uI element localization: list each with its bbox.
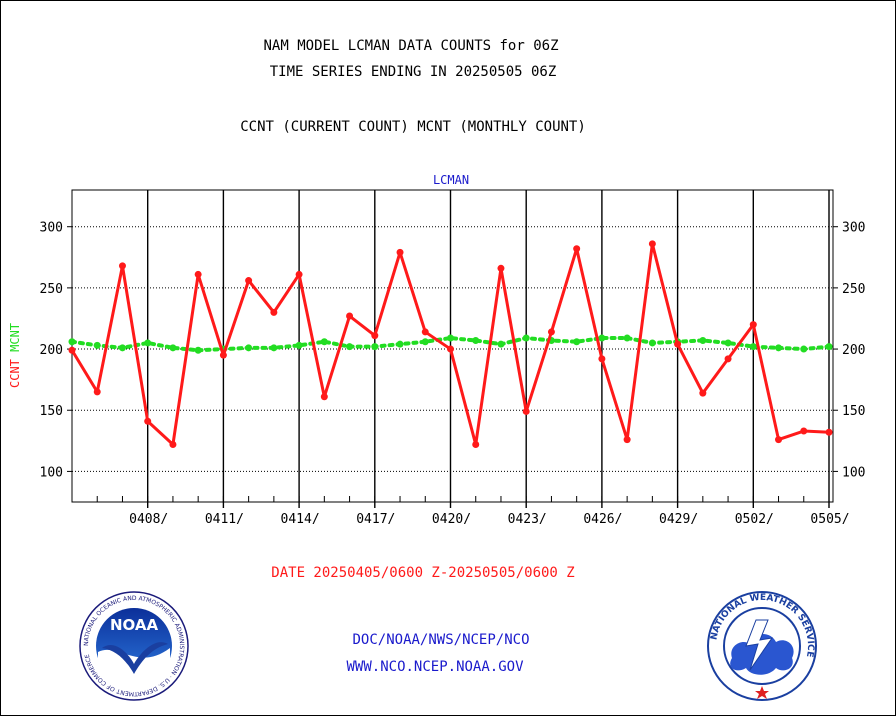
nws-logo-icon: NATIONAL WEATHER SERVICE bbox=[707, 591, 817, 701]
data-point-mcnt bbox=[346, 343, 354, 351]
data-point-mcnt bbox=[396, 340, 404, 348]
org-line: DOC/NOAA/NWS/NCEP/NCO bbox=[352, 632, 530, 648]
data-point-mcnt bbox=[371, 343, 379, 351]
data-point-mcnt bbox=[245, 344, 253, 352]
data-point-ccnt bbox=[724, 355, 732, 363]
data-point-ccnt bbox=[472, 440, 480, 448]
y-tick-label-right: 250 bbox=[842, 282, 865, 297]
data-point-mcnt bbox=[497, 340, 505, 348]
y-tick-label-right: 300 bbox=[842, 221, 865, 236]
chart-subtitle: CCNT (CURRENT COUNT) MCNT (MONTHLY COUNT… bbox=[240, 119, 586, 135]
x-tick-label: 0429/ bbox=[659, 512, 698, 527]
data-point-ccnt bbox=[295, 270, 303, 278]
data-point-ccnt bbox=[169, 440, 177, 448]
chart-title-line1: NAM MODEL LCMAN DATA COUNTS for 06Z bbox=[263, 38, 559, 54]
y-tick-label-right: 150 bbox=[842, 404, 865, 419]
y-tick-label-left: 100 bbox=[40, 465, 63, 480]
y-tick-label-left: 150 bbox=[40, 404, 63, 419]
data-point-mcnt bbox=[724, 339, 732, 347]
data-point-mcnt bbox=[68, 338, 76, 346]
date-range-label: DATE 20250405/0600 Z-20250505/0600 Z bbox=[271, 565, 575, 581]
data-point-mcnt bbox=[447, 334, 454, 342]
data-point-mcnt bbox=[825, 343, 833, 351]
y-axis-label-ccnt: CCNT bbox=[8, 352, 22, 388]
data-point-ccnt bbox=[93, 388, 101, 396]
data-point-mcnt bbox=[194, 346, 202, 354]
y-axis-label-mcnt: MCNT bbox=[8, 323, 22, 352]
data-point-ccnt bbox=[699, 389, 707, 397]
data-point-mcnt bbox=[320, 338, 328, 346]
data-point-ccnt bbox=[245, 277, 253, 285]
data-point-mcnt bbox=[295, 341, 303, 349]
data-point-ccnt bbox=[648, 240, 656, 248]
url-line: WWW.NCO.NCEP.NOAA.GOV bbox=[346, 659, 524, 675]
x-tick-label: 0408/ bbox=[129, 512, 168, 527]
data-point-mcnt bbox=[749, 343, 757, 351]
data-point-ccnt bbox=[497, 264, 505, 272]
data-point-ccnt bbox=[775, 436, 783, 444]
data-point-ccnt bbox=[674, 340, 682, 348]
data-point-ccnt bbox=[118, 262, 126, 270]
data-point-mcnt bbox=[522, 334, 530, 342]
y-tick-label-right: 100 bbox=[842, 465, 865, 480]
data-point-ccnt bbox=[421, 328, 429, 336]
data-point-ccnt bbox=[598, 355, 606, 363]
data-point-ccnt bbox=[144, 417, 152, 425]
data-point-mcnt bbox=[623, 334, 631, 342]
x-tick-label: 0502/ bbox=[735, 512, 774, 527]
data-point-mcnt bbox=[573, 338, 581, 346]
data-point-ccnt bbox=[825, 428, 833, 436]
y-axis-label: CCNT MCNT bbox=[8, 323, 22, 388]
x-tick-label: 0423/ bbox=[508, 512, 547, 527]
data-point-mcnt bbox=[118, 344, 126, 352]
x-tick-label: 0426/ bbox=[583, 512, 622, 527]
data-point-mcnt bbox=[169, 344, 177, 352]
x-tick-label: 0417/ bbox=[356, 512, 395, 527]
data-point-ccnt bbox=[447, 345, 454, 353]
x-tick-label: 0414/ bbox=[281, 512, 320, 527]
data-point-ccnt bbox=[547, 328, 555, 336]
x-tick-label: 0420/ bbox=[432, 512, 471, 527]
data-point-mcnt bbox=[144, 339, 152, 347]
data-point-mcnt bbox=[699, 336, 707, 344]
plot-area-frame bbox=[71, 189, 834, 503]
chart-title: LCMAN bbox=[433, 173, 469, 187]
data-point-mcnt bbox=[472, 336, 480, 344]
data-point-ccnt bbox=[270, 308, 278, 316]
noaa-logo-icon: NOAA NATIONAL OCEANIC AND ATMOSPHERIC AD… bbox=[79, 591, 189, 701]
y-tick-label-left: 250 bbox=[40, 282, 63, 297]
data-point-ccnt bbox=[194, 270, 202, 278]
data-point-ccnt bbox=[320, 393, 328, 401]
y-tick-label-left: 200 bbox=[40, 343, 63, 358]
x-tick-label: 0505/ bbox=[810, 512, 849, 527]
data-point-mcnt bbox=[775, 344, 783, 352]
data-point-ccnt bbox=[623, 436, 631, 444]
chart-title-line2: TIME SERIES ENDING IN 20250505 06Z bbox=[269, 64, 557, 80]
y-tick-label-left: 300 bbox=[40, 221, 63, 236]
data-point-ccnt bbox=[522, 407, 530, 415]
data-point-ccnt bbox=[219, 351, 227, 359]
data-point-mcnt bbox=[93, 341, 101, 349]
data-point-mcnt bbox=[270, 344, 278, 352]
y-tick-label-right: 200 bbox=[842, 343, 865, 358]
data-point-mcnt bbox=[648, 339, 656, 347]
svg-text:NOAA: NOAA bbox=[110, 616, 159, 634]
data-point-ccnt bbox=[346, 312, 354, 320]
x-tick-label: 0411/ bbox=[205, 512, 244, 527]
data-point-mcnt bbox=[421, 338, 429, 346]
data-point-ccnt bbox=[749, 321, 757, 329]
data-point-mcnt bbox=[800, 345, 808, 353]
data-point-ccnt bbox=[573, 245, 581, 253]
data-point-ccnt bbox=[68, 346, 76, 354]
data-point-ccnt bbox=[800, 427, 808, 435]
data-point-mcnt bbox=[598, 334, 606, 342]
data-point-ccnt bbox=[371, 332, 379, 340]
data-point-ccnt bbox=[396, 248, 404, 256]
